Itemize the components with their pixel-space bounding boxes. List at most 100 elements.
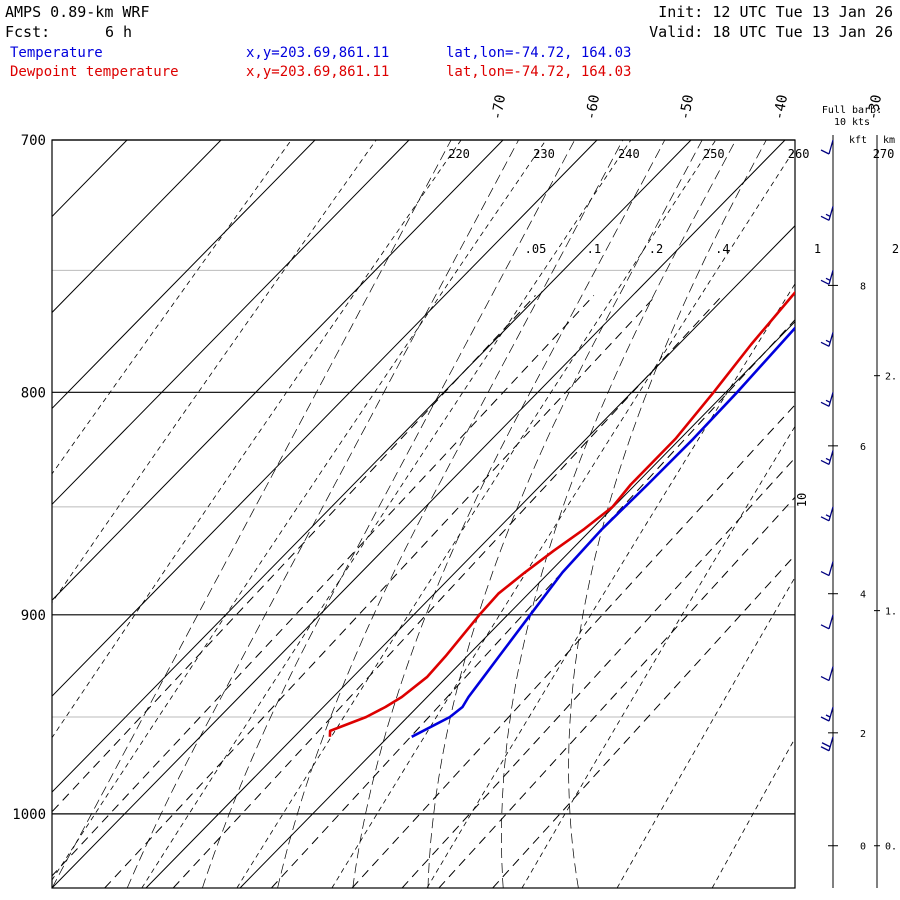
wind-barb-half — [825, 339, 831, 343]
wind-barb-flag — [820, 676, 830, 682]
dry-adiabat — [52, 140, 462, 739]
mixing-ratio-line — [492, 554, 795, 888]
wind-barb — [820, 614, 834, 630]
wind-barb — [820, 706, 834, 722]
temperature-tick-label: -40 — [771, 93, 791, 121]
mixing-ratio-line — [52, 295, 595, 877]
isotherm — [52, 140, 504, 601]
wind-barb-half — [825, 457, 831, 462]
wind-barb-flag — [820, 571, 830, 577]
kft-tick-label: 4 — [860, 590, 866, 601]
wind-barb-half — [825, 277, 831, 281]
pressure-tick-label: 900 — [21, 608, 46, 624]
theta-label: 240 — [618, 147, 640, 161]
dry-adiabat — [236, 140, 717, 888]
theta-label: 220 — [448, 147, 470, 161]
legend-temperature-xy: x,y=203.69,861.11 — [246, 45, 389, 61]
pressure-tick-label: 700 — [21, 133, 46, 149]
wind-barb-shaft — [828, 270, 834, 285]
km-tick-label: 0. — [885, 842, 897, 853]
moist-adiabat — [202, 140, 576, 888]
moist-adiabat — [427, 140, 703, 888]
mixing-ratio-line — [401, 457, 795, 888]
wind-barb-shaft — [828, 206, 834, 221]
wind-barb-flag — [820, 401, 830, 407]
mixing-ratio-label: .4 — [715, 242, 729, 256]
init-time: Init: 12 UTC Tue 13 Jan 26 — [658, 3, 893, 21]
moist-adiabat — [352, 140, 666, 888]
temperature-tick-label: -30 — [865, 93, 885, 121]
isotherm — [52, 140, 692, 793]
temperature-tick-label: -60 — [583, 93, 603, 121]
mixing-ratio-line — [271, 319, 795, 888]
theta-e-label: 10 — [795, 493, 809, 507]
wind-barb-half — [825, 514, 831, 518]
dry-adiabat — [52, 140, 377, 604]
wind-barb — [820, 332, 834, 347]
wind-barb-shaft — [828, 614, 834, 630]
wind-barb — [820, 561, 834, 577]
moist-adiabat — [52, 140, 452, 888]
wind-barb-flag — [820, 149, 830, 155]
temperature-line — [411, 326, 795, 738]
moist-adiabat — [501, 140, 737, 888]
theta-label: 270 — [873, 147, 895, 161]
wind-barb-shaft — [828, 332, 834, 347]
kft-axis-label: kft — [849, 135, 867, 146]
wind-barb-half — [825, 714, 831, 718]
mixing-ratio-label: .05 — [525, 242, 547, 256]
dry-adiabat — [141, 140, 632, 888]
theta-label: 250 — [703, 147, 725, 161]
km-tick-label: 2. — [885, 372, 897, 383]
isotherm — [52, 140, 222, 314]
mixing-ratio-line — [438, 496, 795, 888]
km-axis-label: km — [883, 135, 895, 146]
isotherm — [52, 140, 410, 506]
wind-barb-flag — [821, 742, 831, 748]
wind-barb — [820, 392, 834, 407]
pressure-tick-label: 800 — [21, 385, 46, 401]
wind-barb-flag — [820, 624, 830, 630]
wind-barb-flag — [820, 341, 830, 347]
temperature-tick-label: -50 — [677, 93, 697, 121]
wind-barb-shaft — [828, 506, 834, 522]
theta-label: 230 — [533, 147, 555, 161]
dry-adiabat — [521, 425, 795, 888]
wind-barb — [820, 666, 834, 682]
wind-barb-shaft — [828, 706, 834, 722]
kft-tick-label: 0 — [860, 842, 866, 853]
legend-dewpoint-xy: x,y=203.69,861.11 — [246, 64, 389, 80]
mixing-ratio-line — [52, 295, 536, 813]
isotherm — [145, 225, 795, 888]
fcst-label: Fcst: — [5, 23, 50, 41]
wind-barb-shaft — [828, 736, 834, 751]
mixing-ratio-label: 2 — [892, 242, 899, 256]
legend-temperature-name: Temperature — [10, 45, 103, 61]
wind-barb-shaft — [828, 450, 834, 465]
model-title: AMPS 0.89-km WRF — [5, 3, 150, 21]
valid-time: Valid: 18 UTC Tue 13 Jan 26 — [649, 23, 893, 41]
wind-barb — [820, 736, 834, 752]
kft-tick-label: 8 — [860, 281, 866, 292]
legend-dewpoint-latlon: lat,lon=-74.72, 164.03 — [446, 64, 631, 80]
dry-adiabat — [52, 140, 547, 881]
plot-frame — [51, 139, 796, 889]
legend-temperature-latlon: lat,lon=-74.72, 164.03 — [446, 45, 631, 61]
isotherm — [52, 140, 316, 410]
dry-adiabat — [616, 576, 795, 888]
wind-barb-shaft — [828, 139, 834, 155]
dry-adiabat — [711, 737, 795, 888]
wind-barb-flag — [820, 215, 830, 221]
wind-barb-flag — [820, 459, 830, 466]
kft-tick-label: 2 — [860, 729, 866, 740]
wind-barb-half — [825, 399, 831, 403]
wind-barb-flag — [820, 746, 830, 752]
theta-label: 260 — [788, 147, 810, 161]
legend-dewpoint-name: Dewpoint temperature — [10, 64, 179, 80]
fcst-value: 6 h — [105, 23, 132, 41]
kft-tick-label: 6 — [860, 442, 866, 453]
mixing-ratio-line — [351, 404, 795, 888]
dry-adiabat — [331, 148, 795, 888]
mixing-ratio-label: 1 — [814, 242, 821, 256]
